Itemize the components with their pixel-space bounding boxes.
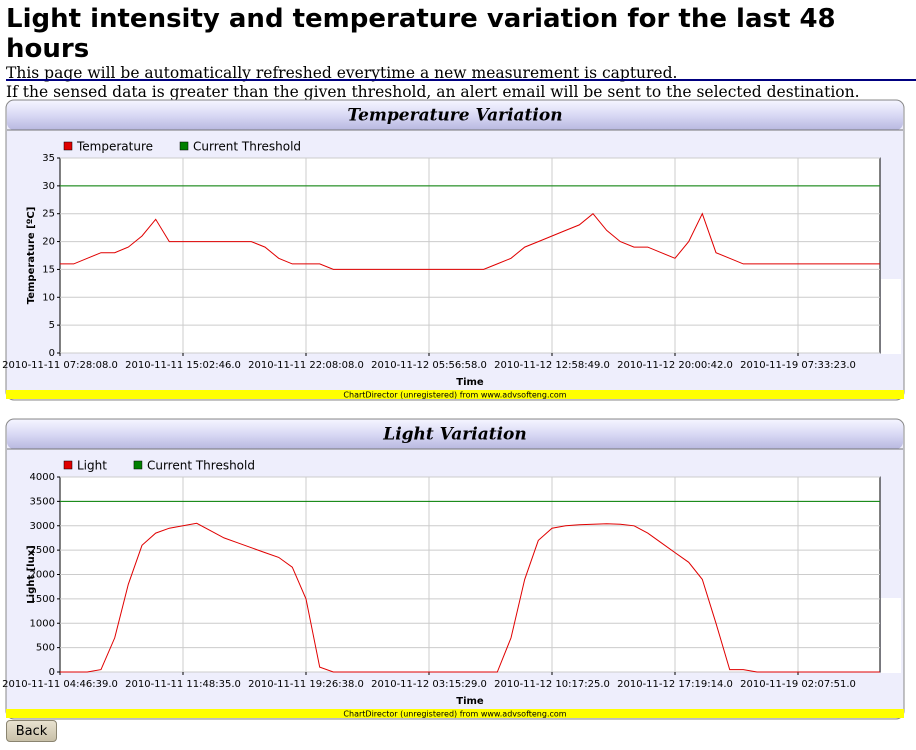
info-line: This page will be automatically refreshe… — [6, 64, 678, 82]
x-tick-label: 2010-11-12 17:19:14.0 — [617, 679, 733, 690]
panel-title: Temperature Variation — [347, 106, 562, 126]
panel-header — [7, 420, 903, 449]
x-tick-label: 2010-11-12 03:15:29.0 — [371, 679, 487, 690]
plot-area — [59, 157, 881, 354]
x-tick-label: 2010-11-11 22:08:08.0 — [248, 360, 364, 371]
y-tick-label: 4000 — [30, 472, 55, 483]
info-line: If the sensed data is greater than the g… — [6, 83, 860, 101]
legend-label: Light — [77, 459, 107, 473]
y-tick-label: 500 — [36, 643, 55, 654]
y-tick-label: 30 — [42, 181, 55, 192]
legend-swatch — [133, 460, 143, 470]
y-tick-label: 10 — [42, 292, 55, 303]
x-tick-label: 2010-11-11 04:46:39.0 — [2, 679, 118, 690]
y-tick-label: 0 — [49, 667, 55, 678]
legend-label: Current Threshold — [147, 459, 255, 473]
panel-title: Light Variation — [382, 425, 527, 445]
separator — [6, 79, 916, 81]
footer-band — [6, 390, 904, 399]
x-tick-label: 2010-11-12 05:56:58.0 — [371, 360, 487, 371]
footer-band — [6, 709, 904, 718]
x-axis-label: Time — [456, 377, 484, 388]
y-tick-label: 3500 — [30, 496, 55, 507]
x-tick-label: 2010-11-12 20:00:42.0 — [617, 360, 733, 371]
charts: Temperature Variation 0 5 10 15 20 25 30 35 2010-… — [2, 99, 905, 720]
y-tick-label: 2500 — [30, 545, 55, 556]
legend-swatch — [179, 141, 189, 151]
legend-swatch — [63, 460, 73, 470]
x-axis-label: Time — [456, 696, 484, 707]
header: Light intensity and temperature variatio… — [6, 4, 912, 102]
y-axis-label: Light [lux] — [26, 545, 37, 603]
y-tick-label: 1000 — [30, 618, 55, 629]
x-tick-label: 2010-11-12 10:17:25.0 — [494, 679, 610, 690]
y-axis-label: Temperature [ºC] — [26, 207, 37, 305]
y-tick-label: 15 — [42, 264, 55, 275]
side-strip — [881, 598, 901, 673]
series-line — [60, 522, 880, 673]
y-tick-label: 1500 — [30, 594, 55, 605]
y-tick-label: 0 — [49, 348, 55, 359]
x-tick-label: 2010-11-19 02:07:51.0 — [740, 679, 856, 690]
x-tick-label: 2010-11-11 07:28:08.0 — [2, 360, 118, 371]
y-tick-label: 3000 — [30, 521, 55, 532]
panel-header — [7, 101, 903, 130]
side-strip — [881, 279, 901, 354]
x-tick-label: 2010-11-12 12:58:49.0 — [494, 360, 610, 371]
footer: ChartDirector (unregistered) from www.ad… — [343, 710, 566, 719]
back-button[interactable]: Back — [6, 720, 57, 742]
y-tick-label: 35 — [42, 153, 55, 164]
x-tick-label: 2010-11-11 15:02:46.0 — [125, 360, 241, 371]
x-tick-label: 2010-11-11 11:48:35.0 — [125, 679, 241, 690]
legend-label: Temperature — [76, 140, 153, 154]
y-tick-label: 2000 — [30, 570, 55, 581]
legend-label: Current Threshold — [193, 140, 301, 154]
footer: ChartDirector (unregistered) from www.ad… — [343, 391, 566, 400]
y-tick-label: 5 — [49, 320, 55, 331]
y-tick-label: 25 — [42, 209, 55, 220]
x-tick-label: 2010-11-19 07:33:23.0 — [740, 360, 856, 371]
y-tick-label: 20 — [42, 237, 55, 248]
legend-swatch — [63, 141, 73, 151]
series-line — [60, 212, 880, 270]
x-tick-label: 2010-11-11 19:26:38.0 — [248, 679, 364, 690]
page-title: Light intensity and temperature variatio… — [6, 4, 836, 64]
